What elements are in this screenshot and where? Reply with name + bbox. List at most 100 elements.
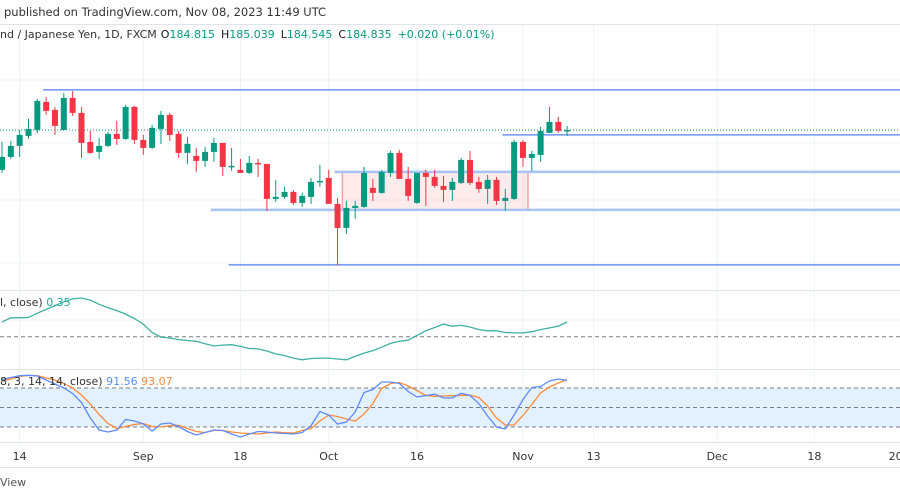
- candle-body: [219, 142, 226, 167]
- candle: [237, 158, 244, 173]
- indicator1-label: l, close): [0, 296, 43, 309]
- candle-body: [431, 176, 438, 186]
- candle-body: [493, 179, 500, 201]
- candle-body: [555, 121, 562, 131]
- candle: [290, 189, 297, 205]
- candle: [564, 125, 571, 136]
- candle-body: [316, 180, 323, 183]
- candle: [25, 118, 32, 139]
- candle: [466, 150, 473, 185]
- candle-body: [246, 162, 253, 173]
- stoch-k-line: [1, 374, 568, 438]
- candle-body: [511, 141, 518, 199]
- candle-body: [104, 133, 111, 146]
- candle-body: [396, 152, 403, 179]
- candle-body: [255, 162, 262, 165]
- candle: [528, 150, 535, 171]
- candle-body: [422, 172, 429, 177]
- ohlc-legend: nd / Japanese Yen, 1D, FXCM O184.815 H185.…: [0, 28, 501, 44]
- candle-body: [449, 181, 456, 190]
- stoch-legend: 8, 3, 14, 14, close) 91.56 93.07: [0, 375, 173, 388]
- candle-body: [458, 159, 465, 183]
- candle-body: [466, 159, 473, 183]
- candle: [122, 104, 129, 140]
- candle-body: [96, 145, 103, 152]
- candle: [96, 137, 103, 159]
- candle: [440, 175, 447, 202]
- candle: [131, 105, 138, 144]
- candle-body: [113, 133, 120, 139]
- candle: [316, 164, 323, 187]
- stoch-k-value: 91.56: [106, 375, 138, 388]
- candle-body: [60, 97, 67, 130]
- candle: [104, 131, 111, 147]
- candle: [255, 158, 262, 177]
- oscillator-line: [1, 297, 568, 361]
- candle-body: [502, 197, 509, 201]
- candle: [546, 106, 553, 133]
- candle: [511, 139, 518, 200]
- candle-body: [25, 128, 32, 136]
- x-tick-label: 16: [410, 450, 424, 463]
- candle: [60, 92, 67, 130]
- candle: [361, 166, 368, 208]
- low-value: 184.545: [286, 28, 333, 41]
- candle: [325, 169, 332, 204]
- x-tick-label: 14: [13, 450, 27, 463]
- candle-body: [537, 130, 544, 155]
- candle-body: [149, 127, 156, 148]
- candle: [299, 192, 306, 207]
- candle: [87, 130, 94, 154]
- candle: [175, 130, 182, 158]
- candle: [378, 169, 385, 194]
- stoch-d-line: [1, 374, 568, 435]
- x-tick-label: 18: [233, 450, 247, 463]
- candle-body: [166, 114, 173, 135]
- published-text: published on TradingView.com, Nov 08, 20…: [4, 5, 327, 19]
- candle: [414, 172, 421, 204]
- low-label: L: [280, 28, 287, 41]
- candle: [281, 186, 288, 199]
- candle-body: [290, 191, 297, 203]
- open-value: 184.815: [169, 28, 215, 41]
- x-tick-label: Nov: [512, 450, 534, 463]
- change-value: +0.020 (+0.01%): [397, 28, 495, 41]
- candle-body: [325, 177, 332, 204]
- candle: [405, 166, 412, 201]
- candle-body: [87, 141, 94, 153]
- candle: [449, 177, 456, 201]
- candle: [69, 90, 76, 116]
- open-label: O: [160, 28, 170, 41]
- candle-body: [299, 195, 306, 203]
- candle-body: [210, 142, 217, 152]
- candle: [369, 178, 376, 201]
- candle-body: [122, 106, 129, 139]
- candle: [16, 129, 23, 157]
- candle: [0, 141, 5, 173]
- candle-body: [564, 130, 571, 132]
- candle-body: [7, 145, 14, 157]
- candle-body: [0, 156, 5, 170]
- candle-body: [414, 172, 421, 203]
- candle-body: [546, 121, 553, 133]
- candle-body: [43, 101, 50, 111]
- candle: [246, 155, 253, 174]
- candle-body: [334, 203, 341, 228]
- stoch-d-value: 93.07: [141, 375, 173, 388]
- candle: [352, 200, 359, 219]
- footer-brand: View: [0, 476, 27, 489]
- candle: [149, 124, 156, 149]
- candle-body: [237, 169, 244, 173]
- candle-body: [272, 196, 279, 199]
- candle: [493, 176, 500, 205]
- close-value: 184.835: [346, 28, 392, 41]
- candle: [43, 96, 50, 115]
- candle-body: [193, 155, 200, 161]
- candle: [334, 197, 341, 265]
- candle: [519, 139, 526, 167]
- candle: [157, 110, 164, 144]
- candle-body: [369, 187, 376, 193]
- candle: [184, 136, 191, 164]
- x-tick-label: Oct: [319, 450, 339, 463]
